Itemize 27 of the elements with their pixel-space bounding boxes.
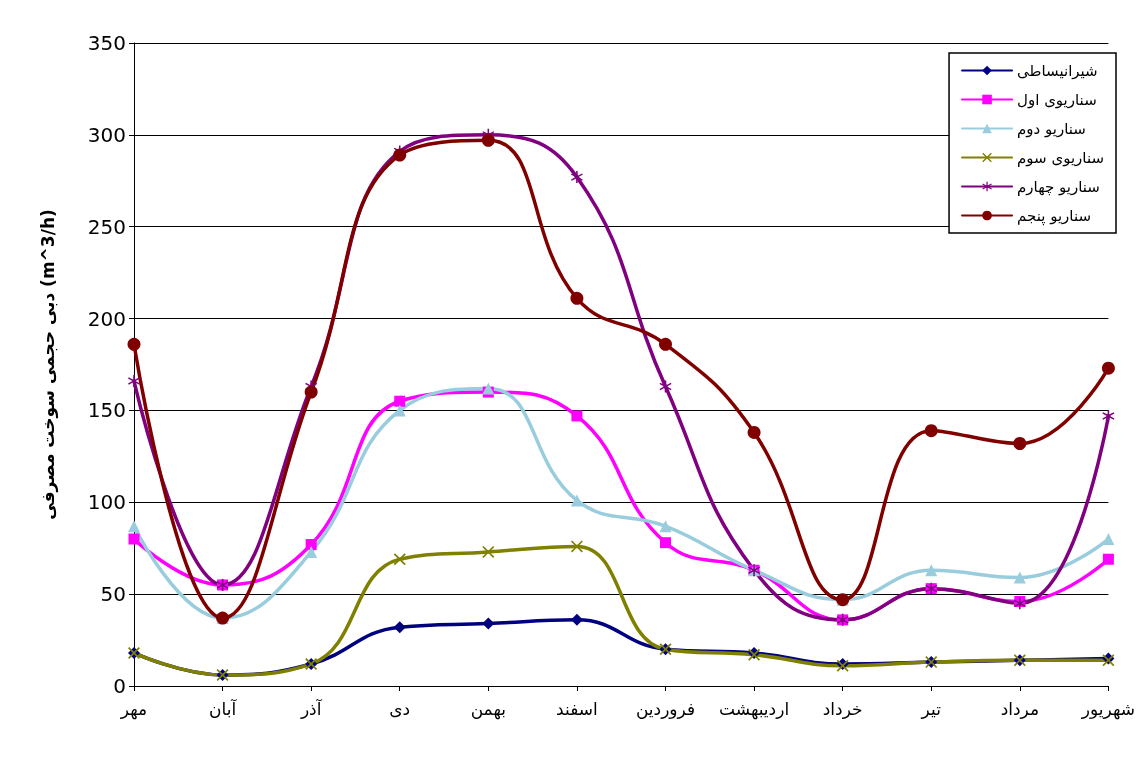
x-tick-label: اسفند (556, 698, 598, 719)
x-tick-label: فروردین (635, 698, 696, 719)
x-tick-label: دی (389, 698, 411, 719)
x-tick-label: آذر (299, 697, 323, 719)
y-tick-label: 300 (87, 122, 126, 147)
x-tick-label: شهریور (1080, 698, 1135, 720)
y-tick-label: 200 (87, 306, 126, 331)
x-tick-label: مهر (119, 698, 148, 720)
x-tick-label: مرداد (1000, 698, 1040, 719)
x-tick-label: بهمن (470, 698, 506, 720)
y-tick-label: 150 (87, 398, 126, 423)
y-tick-label: 350 (87, 31, 126, 55)
x-tick-label: خرداد (822, 698, 863, 719)
legend-label: سناریوی سوم (1017, 148, 1105, 167)
x-tick-label: تیر (920, 698, 942, 719)
x-tick-label: آبان (209, 697, 238, 719)
y-tick-label: 0 (113, 674, 126, 698)
y-tick-label: 250 (87, 214, 126, 239)
legend-label: سناریو چهارم (1017, 177, 1100, 196)
y-tick-label: 100 (87, 490, 126, 515)
x-tick-label: اردیبهشت (719, 698, 790, 720)
y-tick-label: 50 (100, 582, 126, 607)
legend-label: سناریو پنجم (1017, 206, 1092, 226)
y-axis-title: دبی حجمی سوخت مصرفی (m^3/h) (37, 209, 59, 520)
legend-label: سناریو دوم (1017, 119, 1086, 138)
legend-label: شیرانیساطی (1017, 61, 1098, 80)
legend-label: سناریوی اول (1017, 90, 1097, 109)
